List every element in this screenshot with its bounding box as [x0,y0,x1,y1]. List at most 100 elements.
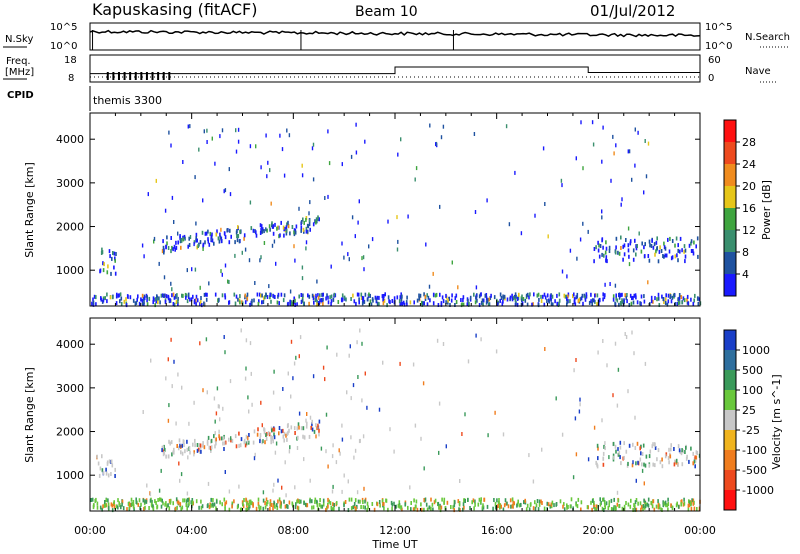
heatmap-cell [105,471,108,476]
heatmap-cell [511,497,514,502]
heatmap-cell [367,505,369,510]
heatmap-cell [354,498,357,503]
heatmap-cell [319,502,321,507]
heatmap-cell [432,301,435,306]
heatmap-cell [514,292,517,297]
heatmap-cell [618,504,620,509]
heatmap-cell [350,497,353,502]
heatmap-cell [613,455,615,460]
heatmap-cell [269,499,272,504]
heatmap-cell [308,434,311,439]
heatmap-cell [650,244,653,248]
nsky-panel-frame [89,22,701,51]
heatmap-cell [152,506,155,511]
heatmap-cell [143,506,145,511]
heatmap-cell [598,254,601,259]
heatmap-cell [587,229,589,234]
heatmap-cell [430,497,432,502]
heatmap-cell [116,292,118,297]
heatmap-cell [186,447,189,452]
y-tick-label: 2000 [56,426,84,439]
heatmap-cell [222,441,224,446]
heatmap-cell [274,222,276,227]
heatmap-cell [285,231,288,236]
heatmap-cell [187,498,189,502]
heatmap-cell [695,244,697,249]
heatmap-cell [657,259,660,264]
heatmap-cell [647,280,649,285]
heatmap-cell [210,497,212,502]
heatmap-cell [543,506,546,511]
heatmap-cell [692,251,695,256]
heatmap-cell [514,170,516,175]
heatmap-cell [631,463,634,468]
heatmap-cell [627,149,629,154]
heatmap-cell [327,129,329,134]
heatmap-cell [218,297,220,302]
heatmap-cell [209,445,212,450]
heatmap-cell [294,302,297,307]
heatmap-cell [591,507,593,512]
heatmap-cell [602,339,604,343]
heatmap-cell [520,502,522,507]
heatmap-cell [292,503,294,508]
heatmap-cell [316,219,318,224]
heatmap-cell [221,272,223,277]
heatmap-cell [414,177,416,182]
heatmap-cell [671,295,674,300]
heatmap-cell [299,335,302,340]
heatmap-cell [536,293,539,298]
heatmap-cell [111,463,114,468]
heatmap-cell [612,134,614,139]
heatmap-cell [614,250,617,255]
heatmap-cell [690,506,693,511]
heatmap-cell [692,451,694,456]
heatmap-cell [155,178,157,183]
heatmap-cell [543,292,546,297]
heatmap-cell [406,302,408,307]
heatmap-cell [651,444,654,449]
heatmap-cell [512,500,514,505]
heatmap-cell [201,303,203,308]
heatmap-cell [666,503,669,508]
heatmap-cell [686,294,689,299]
heatmap-cell [677,297,679,302]
heatmap-cell [303,301,305,306]
heatmap-cell [597,446,599,451]
heatmap-cell [146,295,148,300]
heatmap-cell [163,450,166,455]
heatmap-cell [241,250,243,255]
heatmap-cell [273,482,275,487]
heatmap-cell [368,292,370,297]
heatmap-cell [648,239,651,244]
heatmap-cell [238,443,240,448]
heatmap-cell [257,301,260,306]
heatmap-cell [378,407,381,412]
heatmap-cell [306,223,309,228]
heatmap-cell [511,293,513,298]
heatmap-cell [175,300,178,305]
heatmap-cell [175,295,177,300]
heatmap-cell [677,248,679,253]
heatmap-cell [397,239,399,244]
heatmap-cell [231,438,234,443]
heatmap-cell [285,433,287,438]
heatmap-cell [370,302,373,307]
heatmap-cell [619,440,622,445]
heatmap-cell [260,227,262,232]
heatmap-cell [576,504,579,509]
heatmap-cell [222,436,225,441]
heatmap-cell [245,441,248,446]
heatmap-cell [407,505,409,510]
heatmap-cell [194,267,197,272]
heatmap-cell [152,300,154,305]
heatmap-cell [249,302,251,307]
heatmap-cell [621,298,623,303]
heatmap-cell [619,300,622,305]
heatmap-cell [300,499,302,504]
heatmap-cell [341,437,344,442]
heatmap-cell [236,238,239,243]
heatmap-cell [575,295,578,300]
heatmap-cell [540,499,542,504]
heatmap-cell [579,397,581,402]
